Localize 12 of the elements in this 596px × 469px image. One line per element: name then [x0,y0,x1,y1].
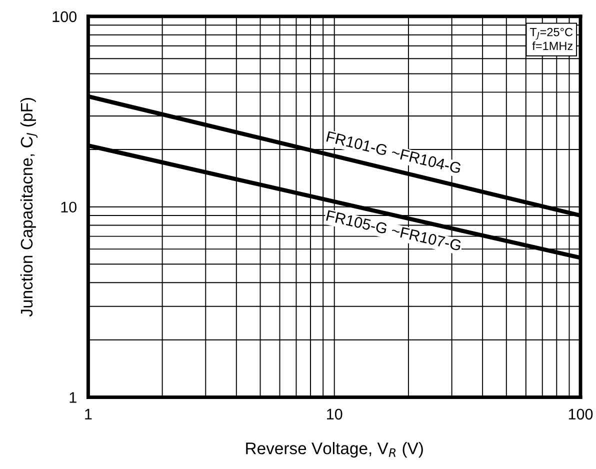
y-tick-label: 10 [61,202,76,213]
annotation: f=1MHz [532,41,573,50]
y-tick-label: 1 [70,392,76,403]
x-tick-label: 1 [85,408,92,420]
x-tick-label: 100 [568,408,593,420]
text: FR105-G ~FR107-G [326,210,462,251]
x-tick-label: 10 [327,408,342,420]
annotation: T$_{J}$=25°C [530,28,573,40]
text: FR101-G ~FR104-G [326,131,462,174]
y-axis-title: Junction Capacitacne, C$_{J}$ (pF) [20,98,38,317]
y-tick-label: 100 [52,11,76,22]
x-axis-title: Reverse Voltage, V$_{R}$ (V) [246,442,423,458]
